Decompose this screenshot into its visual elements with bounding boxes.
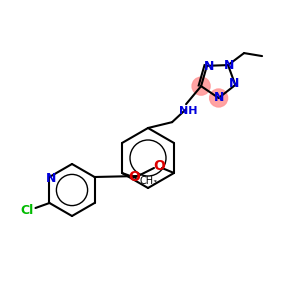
Text: N: N	[46, 172, 57, 184]
Text: Cl: Cl	[21, 203, 34, 217]
Text: O: O	[153, 159, 165, 173]
Text: CH₃: CH₃	[140, 176, 158, 186]
Text: NH: NH	[179, 106, 197, 116]
Text: N: N	[224, 58, 234, 72]
Text: N: N	[229, 77, 239, 91]
Text: N: N	[204, 60, 214, 73]
Circle shape	[210, 89, 228, 107]
Circle shape	[192, 77, 210, 95]
Text: O: O	[128, 170, 140, 184]
Text: N: N	[213, 92, 224, 104]
